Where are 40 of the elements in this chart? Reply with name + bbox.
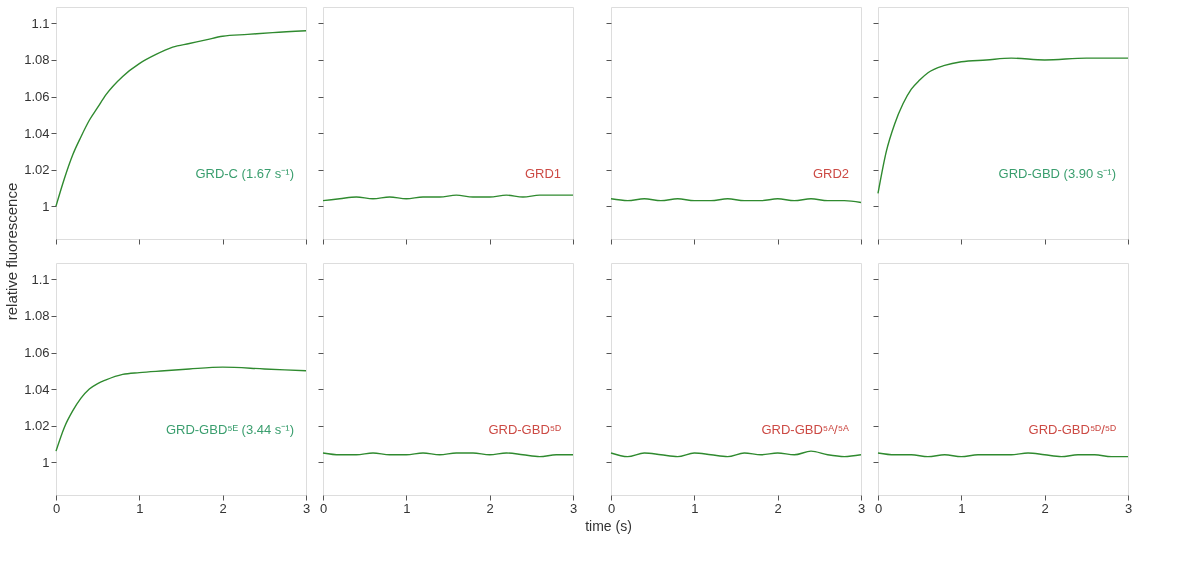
annotation: GRD-GBD⁵ᴰ: [488, 422, 562, 438]
y-axis-title: relative fluorescence: [3, 182, 21, 321]
x-tick-label: 1: [136, 500, 144, 516]
x-tick-label: 1: [403, 500, 411, 516]
x-tick-label: 2: [774, 500, 782, 516]
y-tick-label: 1.04: [24, 125, 50, 141]
y-tick-label: 1.08: [24, 52, 50, 68]
annotation: GRD-C (1.67 s⁻¹): [195, 166, 294, 182]
y-tick-label: 1.06: [24, 345, 50, 361]
x-tick-label: 0: [319, 500, 328, 516]
y-tick-label: 1.1: [31, 271, 50, 287]
x-tick-label: 0: [52, 500, 61, 516]
annotation: GRD-GBD (3.90 s⁻¹): [998, 166, 1116, 182]
line-series: [55, 30, 307, 207]
y-tick-label: 1.1: [31, 15, 50, 31]
annotation: GRD-GBD⁵ᴱ (3.44 s⁻¹): [165, 422, 294, 438]
y-tick-label: 1.02: [24, 162, 50, 178]
x-tick-label: 2: [1041, 500, 1049, 516]
x-tick-label: 3: [857, 500, 866, 516]
y-tick-label: 1.06: [24, 89, 50, 105]
y-tick-label: 1.08: [24, 308, 50, 324]
x-tick-label: 1: [958, 500, 966, 516]
y-tick-label: 1: [42, 454, 50, 470]
x-tick-label: 2: [219, 500, 227, 516]
x-tick-label: 3: [569, 500, 578, 516]
x-tick-label: 1: [691, 500, 699, 516]
x-tick-label: 0: [874, 500, 883, 516]
annotation: GRD-GBD⁵ᴬ/⁵ᴬ: [761, 422, 850, 438]
x-axis-title: time (s): [585, 517, 632, 534]
annotation: GRD1: [524, 166, 561, 182]
x-tick-label: 3: [302, 500, 311, 516]
annotation: GRD-GBD⁵ᴰ/⁵ᴰ: [1028, 422, 1117, 438]
annotation: GRD2: [812, 166, 849, 182]
x-tick-label: 3: [1124, 500, 1133, 516]
line-series: [55, 366, 307, 452]
x-tick-label: 2: [486, 500, 494, 516]
x-tick-label: 0: [607, 500, 616, 516]
y-tick-label: 1.04: [24, 381, 50, 397]
y-tick-label: 1: [42, 198, 50, 214]
y-tick-label: 1.02: [24, 418, 50, 434]
